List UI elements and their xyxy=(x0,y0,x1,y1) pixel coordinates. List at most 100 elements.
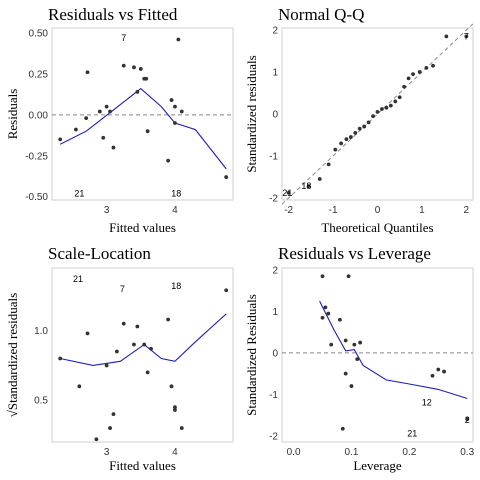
data-point xyxy=(323,305,328,310)
data-point xyxy=(85,70,90,75)
qq-reference-line xyxy=(281,23,474,205)
data-point xyxy=(114,349,119,354)
data-point xyxy=(424,65,429,70)
data-point xyxy=(224,288,229,293)
data-point xyxy=(111,412,116,417)
data-point xyxy=(346,274,351,279)
data-point xyxy=(329,342,334,347)
data-point xyxy=(393,99,398,104)
y-axis-label: Standardized residuals xyxy=(244,55,259,172)
smoother-line xyxy=(319,300,468,400)
data-point xyxy=(464,34,469,39)
data-point xyxy=(104,104,109,109)
data-point xyxy=(135,324,140,329)
x-axis-label: Fitted values xyxy=(109,220,176,235)
y-tick-label: -1 xyxy=(269,390,278,401)
smoother-line xyxy=(60,313,227,366)
x-tick-label: 3 xyxy=(104,447,110,458)
x-tick-label: 0.1 xyxy=(345,447,359,458)
data-point xyxy=(132,65,136,70)
outlier-label: 2 xyxy=(465,415,470,425)
plot-area xyxy=(281,27,474,201)
x-tick-label: 0.2 xyxy=(402,447,416,458)
data-point xyxy=(340,426,345,431)
data-point xyxy=(430,373,435,378)
y-tick-label: 1 xyxy=(272,68,278,79)
x-tick-label: 0.3 xyxy=(460,447,474,458)
data-point xyxy=(108,426,112,430)
data-point xyxy=(132,342,136,347)
x-tick-label: 0 xyxy=(375,205,381,216)
data-point xyxy=(58,356,63,361)
panel-normal-qq: Normal Q-Q -2 -1 0 1 2 -2 -1 0 1 2 Theoretical Quan… xyxy=(244,5,474,235)
x-tick-label: 4 xyxy=(172,205,178,216)
data-point xyxy=(173,408,177,412)
x-axis-label: Theoretical Quantiles xyxy=(321,220,433,235)
data-point xyxy=(417,70,422,74)
data-point xyxy=(179,426,184,430)
outlier-label: 7 xyxy=(120,284,125,294)
data-point xyxy=(344,137,349,142)
data-point xyxy=(145,370,150,375)
data-point xyxy=(343,371,348,376)
data-point xyxy=(326,311,331,316)
data-point xyxy=(317,177,322,181)
data-point xyxy=(358,340,363,345)
data-point xyxy=(145,129,150,134)
data-point xyxy=(104,363,109,368)
y-tick-label: 0.5 xyxy=(34,396,48,407)
y-tick-label: -2 xyxy=(269,193,278,204)
data-point xyxy=(348,135,353,139)
data-point xyxy=(108,109,112,114)
data-point xyxy=(58,137,63,142)
data-point xyxy=(97,109,102,114)
y-axis-label: √Standardized residuals xyxy=(5,293,20,417)
data-point xyxy=(135,89,140,94)
outlier-label: 21 xyxy=(282,188,292,198)
data-point xyxy=(286,190,291,195)
data-point xyxy=(320,274,325,279)
data-point xyxy=(224,175,229,179)
data-point xyxy=(85,331,90,336)
data-point xyxy=(431,63,435,68)
data-point xyxy=(371,114,375,118)
data-point xyxy=(101,135,106,140)
y-tick-label: 2 xyxy=(272,266,278,277)
data-point xyxy=(411,72,415,77)
data-point xyxy=(465,417,470,422)
chart-title: Residuals vs Leverage xyxy=(278,244,431,263)
y-tick-label: 0 xyxy=(272,348,278,359)
data-point xyxy=(402,84,407,89)
data-point xyxy=(77,384,82,389)
x-tick-label: 1 xyxy=(419,205,425,216)
chart-title: Normal Q-Q xyxy=(278,5,364,24)
outlier-label: 21 xyxy=(407,429,417,439)
data-point xyxy=(176,37,181,42)
data-point xyxy=(166,317,171,322)
data-point xyxy=(388,103,393,108)
data-point xyxy=(337,317,342,322)
data-point xyxy=(444,34,449,39)
data-point xyxy=(74,127,78,132)
data-point xyxy=(169,384,174,389)
data-point xyxy=(355,357,360,362)
data-point xyxy=(384,105,389,110)
data-point xyxy=(380,107,384,111)
y-tick-label: 1 xyxy=(272,307,278,318)
data-point xyxy=(333,147,338,152)
y-tick-label: 0.00 xyxy=(29,110,49,121)
data-point xyxy=(366,120,371,125)
x-axis-label: Leverage xyxy=(353,458,402,473)
x-tick-label: 3 xyxy=(104,205,110,216)
y-tick-label: -0.25 xyxy=(25,151,48,162)
data-point xyxy=(142,342,147,347)
outlier-label: 18 xyxy=(171,281,181,291)
data-point xyxy=(121,63,126,68)
chart-title: Scale-Location xyxy=(48,244,151,263)
outlier-label: 18 xyxy=(301,181,311,191)
outlier-label: 21 xyxy=(73,274,83,284)
outlier-label: 7 xyxy=(464,31,469,41)
data-point xyxy=(94,437,99,442)
x-axis-label: Fitted values xyxy=(109,458,176,473)
